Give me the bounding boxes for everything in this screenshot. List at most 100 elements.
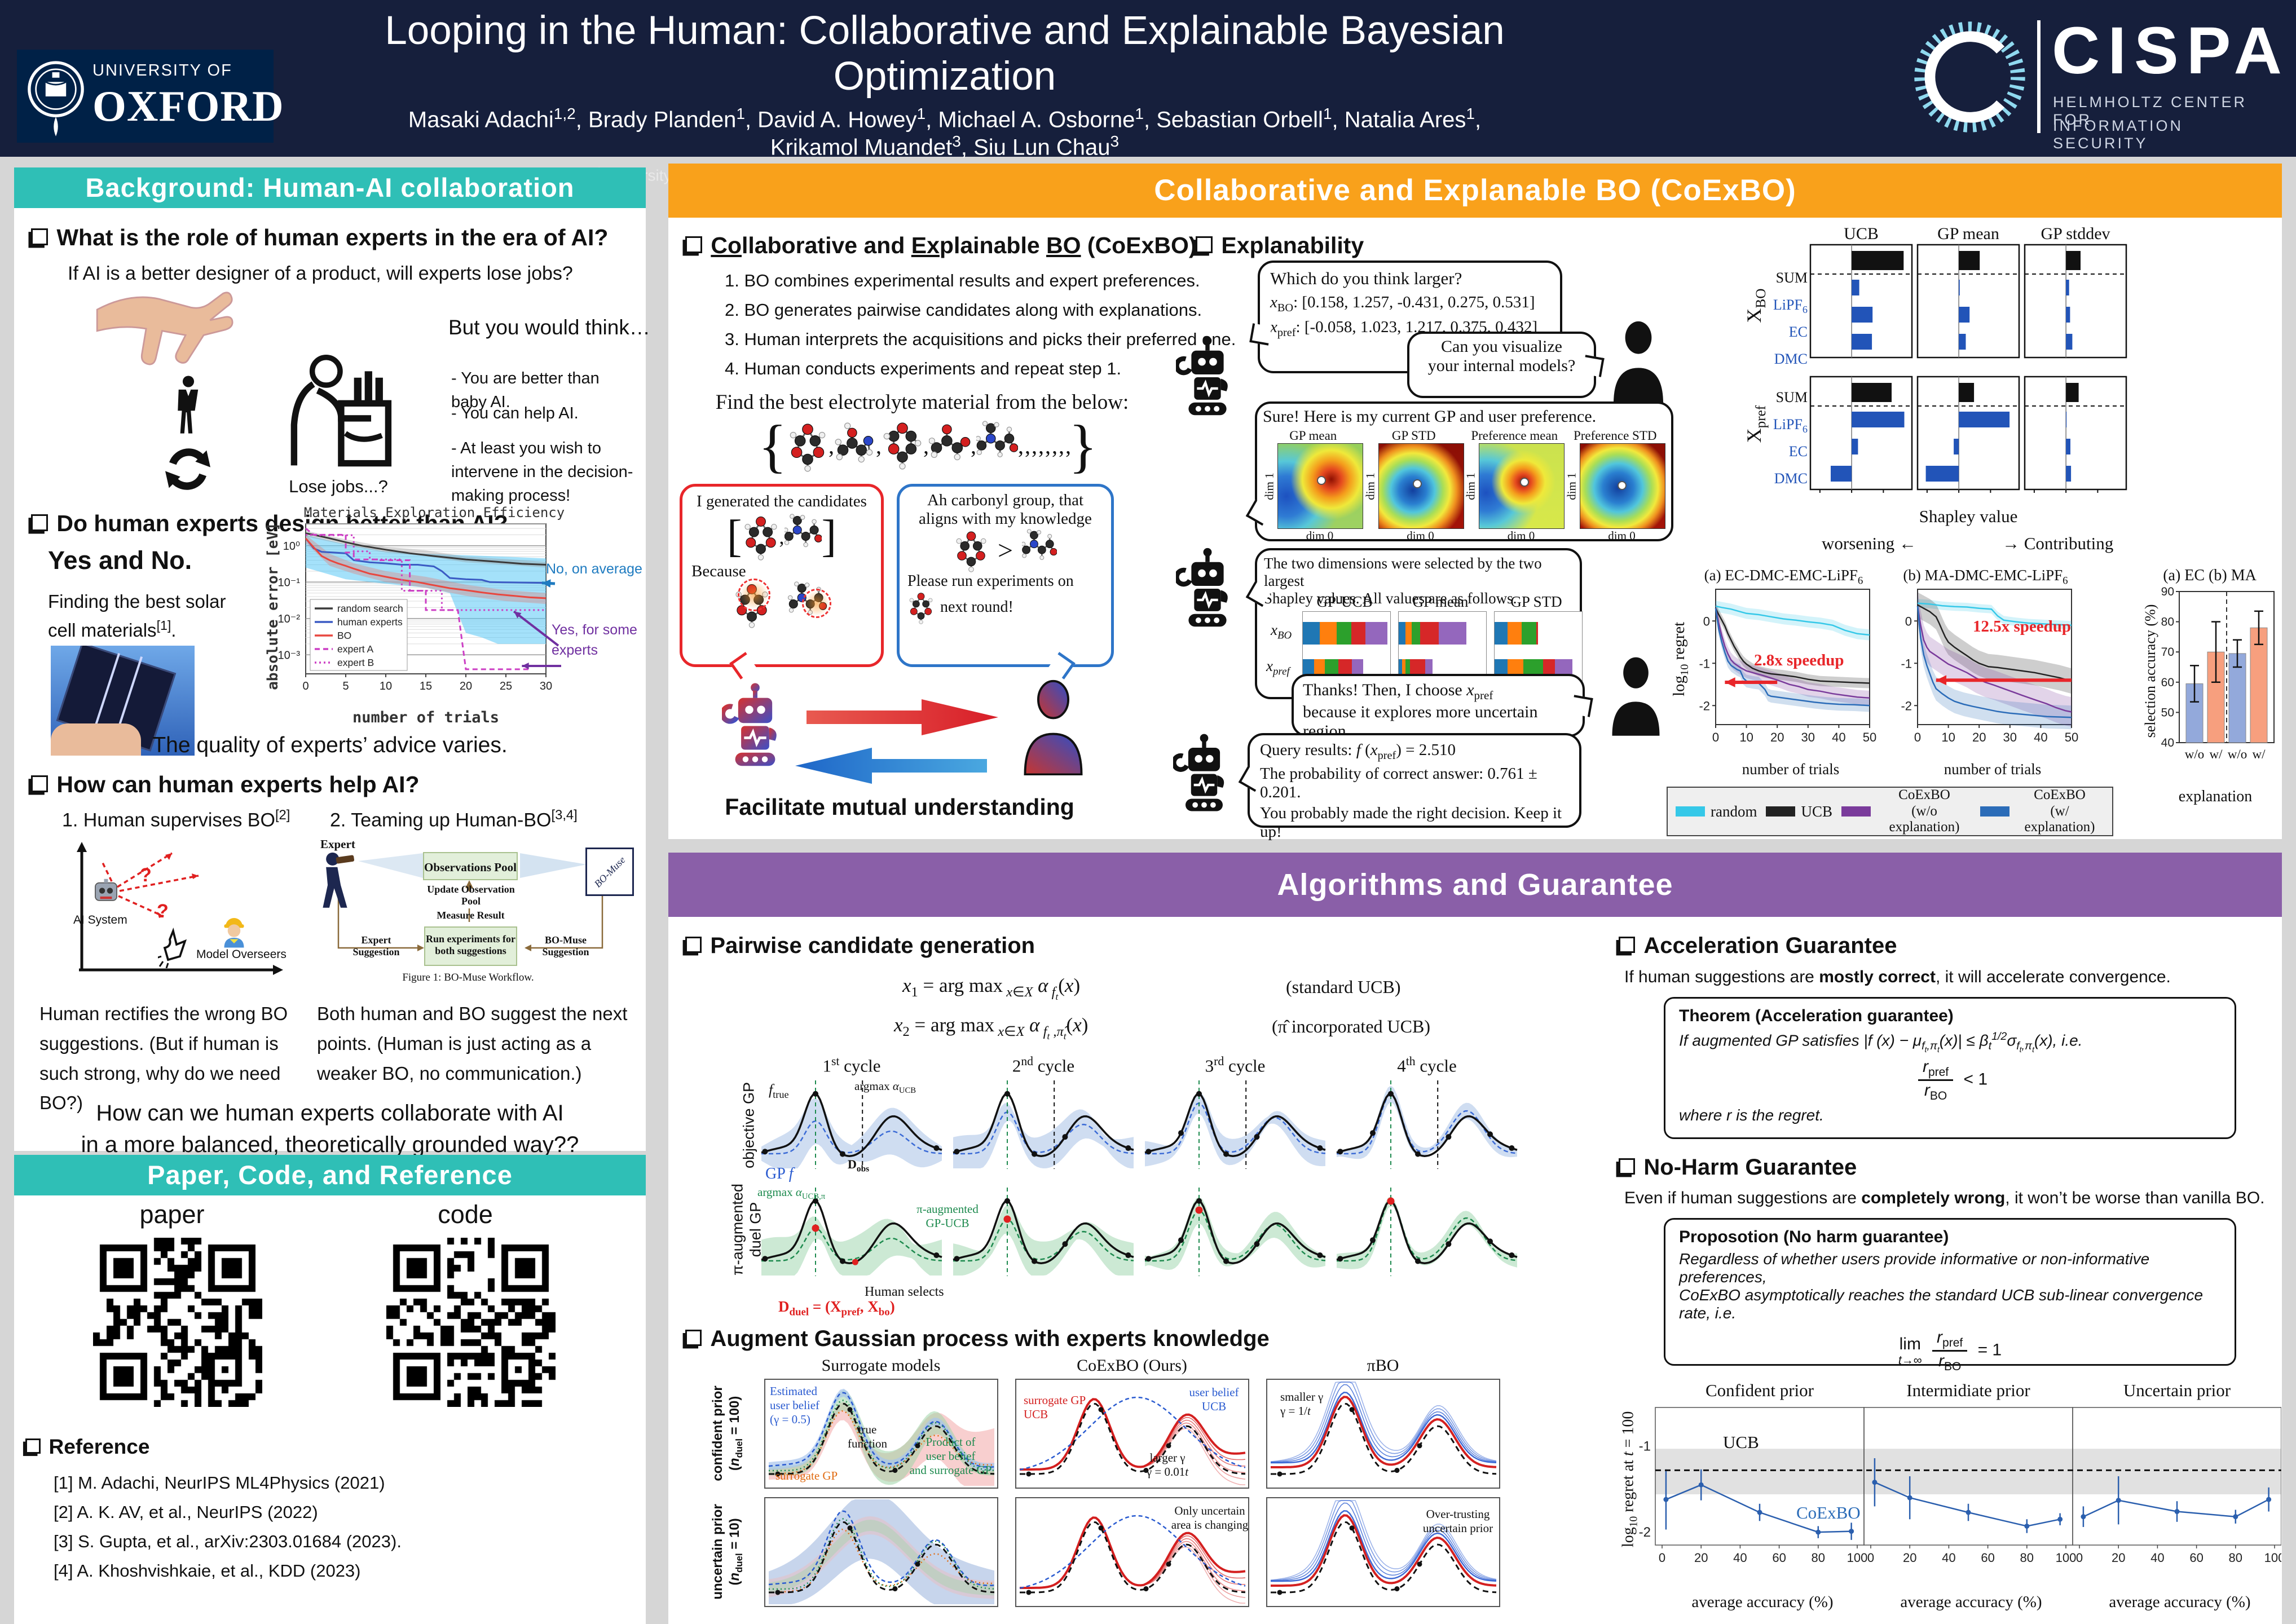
q1-title: What is the role of human experts in the… [31,224,608,251]
svg-text:20: 20 [460,680,472,692]
speedup-b-label: 12.5x speedup [1973,617,2072,636]
explain-heading: Explanability [1196,232,1364,259]
svg-text:0: 0 [1914,730,1921,744]
shap-col-gpstd: GP stddev [2041,224,2110,243]
bubble-tail [1582,355,1605,377]
reference-title: Reference [25,1435,149,1459]
molecule-icon [835,422,874,462]
blue-bubble-run1: Please run experiments on [907,572,1074,590]
svg-text:-1: -1 [1639,1439,1651,1454]
surrogate-gp-annotation: surrogate GP [775,1469,838,1482]
true-function-annotation: true function [848,1423,887,1450]
coexbo-wo-legend-swatch [1841,806,1871,817]
header-bar: UNIVERSITY OF OXFORD Looping in the Huma… [0,0,2296,184]
pairwise-heading: Pairwise candidate generation [685,933,1035,959]
svg-text:20: 20 [1972,730,1986,744]
materials-xlabel: number of trials [352,709,500,726]
red-bubble-because: Because [691,562,746,580]
code-qr-code [386,1238,556,1407]
q3-item1: 1. Human supervises BO[2] [62,807,290,831]
over-trusting-annotation: Over-trusting uncertain prior [1422,1507,1493,1535]
gpf-annotation: GP f [765,1165,794,1182]
worker-at-desk-icon [281,354,399,470]
regret-a-title: (a) EC-DMC-EMC-LiPF6 [1704,567,1863,587]
svg-text:60: 60 [2161,676,2174,689]
q3-question-2: in a more balanced, theoretically ground… [81,1132,579,1157]
svg-text:15: 15 [420,680,432,692]
accuracy-xlabel: explanation [2178,788,2253,805]
pibo-title: πBO [1367,1356,1399,1375]
proposition-title: Proposotion (No harm guarantee) [1679,1228,1949,1246]
svg-text:10⁻²: 10⁻² [278,613,301,625]
annotation-yes-some-2: experts [552,642,598,658]
coexbo-step-4: 4. Human conducts experiments and repeat… [725,359,1122,378]
materials-ylabel: absolute error [eV] [265,522,281,690]
pi-aug-gpucb-annotation: π-augmented GP-UCB [916,1202,979,1230]
query-results-bubble: Query results: f (xpref) = 2.510 The pro… [1238,733,1581,841]
product-annotation: Product of user belief and surrogate GP [909,1435,992,1477]
theorem-note: where r is the regret. [1679,1106,1824,1124]
pref-std-heatmap [1579,443,1665,529]
uncertain-prior-title: Uncertain prior [2123,1380,2231,1400]
think-bullet-2: - You can help AI. [451,404,579,422]
cispa-ring-icon [1912,19,2028,135]
checkbox-icon [31,775,48,792]
formula-x2: x2 = arg max x∈X α ft ,π̂t(x) [894,1014,1088,1042]
paper-label: paper [139,1200,205,1229]
cispa-name: CISPA [2052,14,2290,88]
checkbox-icon [685,936,702,953]
shap-row-dmc: DMC [1774,351,1808,367]
svg-text:w/o: w/o [2185,747,2205,761]
cycle-2-title: 2nd cycle [1012,1054,1075,1076]
surrogate-models-title: Surrogate models [821,1356,941,1375]
prior-xlabel-1: average accuracy (%) [1691,1593,1834,1611]
materials-chart-title: Materials Exploration Efficiency [303,505,565,520]
dim0-label: dim 0 [1306,529,1334,542]
bubble-tail [1249,323,1272,346]
augment-figure: Surrogate models CoExBO (Ours) πBO confi… [685,1356,1605,1621]
cycles-figure: 1st cycle 2nd cycle 3rd cycle 4th cycle … [685,1054,1605,1320]
bomuse-caption: Figure 1: BO-Muse Workflow. [402,972,534,983]
noharm-text: Even if human suggestions are completely… [1624,1189,2265,1207]
shapley-figure: UCB GP mean GP stddev -505-505-505 XBO X… [1737,224,2138,563]
svg-text:0: 0 [1867,1551,1874,1565]
poster-authors: Masaki Adachi1,2, Brady Planden1, David … [408,105,1482,160]
svg-text:50: 50 [1863,730,1876,744]
checkbox-icon [1619,1158,1636,1175]
b1-line2: xBO: [0.158, 1.257, -0.431, 0.275, 0.531… [1270,293,1535,314]
svg-text:0: 0 [1703,614,1710,628]
blue-bubble-run2: next round! [940,598,1013,616]
svg-text:-1: -1 [1699,656,1710,670]
gp-mean-label: GP mean [1289,429,1337,443]
coexbo-step-1: 1. BO combines experimental results and … [725,271,1200,290]
gpstd-col-label: GP STD [1510,593,1562,610]
svg-text:10: 10 [380,680,392,692]
cispa-logo: CISPA HELMHOLTZ CENTER FOR INFORMATION S… [1912,14,2284,152]
brace-right: } [1069,413,1098,479]
gp-std-heatmap [1378,443,1464,529]
accuracy-chart: (a) EC (b) MA selection accuracy (%) 40 5… [2136,567,2283,815]
accel-text: If human suggestions are mostly correct,… [1624,968,2171,986]
overseer-icon [220,915,248,948]
svg-text:80: 80 [2020,1551,2034,1565]
heatmap-block: GP STD dim 0 dim 1 [1363,429,1465,543]
ucb-line-label: UCB [1723,1432,1759,1452]
regret-legend: random UCB CoExBO (w/o explanation) CoExB… [1667,787,2113,836]
svg-text:20: 20 [1903,1551,1916,1565]
b6-line2: The probability of correct answer: 0.761… [1260,764,1537,801]
molecule-icon [909,593,933,624]
blue-bubble-line2: aligns with my knowledge [919,510,1092,528]
regret-chart-a: (a) EC-DMC-EMC-LiPF6 0 10 20 30 40 50 0 -1 -2 nu… [1686,567,1881,781]
svg-text:100: 100 [2264,1551,2281,1565]
svg-text:20: 20 [1694,1551,1708,1565]
dduel-annotation: Dduel = (Xpref, Xbo) [778,1298,895,1318]
svg-text:10⁻³: 10⁻³ [278,649,301,661]
heatmap-block: GP mean dim 0 dim 1 [1263,429,1364,543]
oxford-line1: UNIVERSITY OF [92,61,232,80]
section-algorithms-header: Algorithms and Guarantee [668,853,2282,917]
estimated-belief-annotation: Estimated user belief (γ = 0.5) [770,1384,820,1426]
regret-ylabel: log10 regret [1670,621,1691,697]
b1-line1: Which do you think larger? [1270,268,1462,288]
svg-text:expert B: expert B [337,657,374,668]
